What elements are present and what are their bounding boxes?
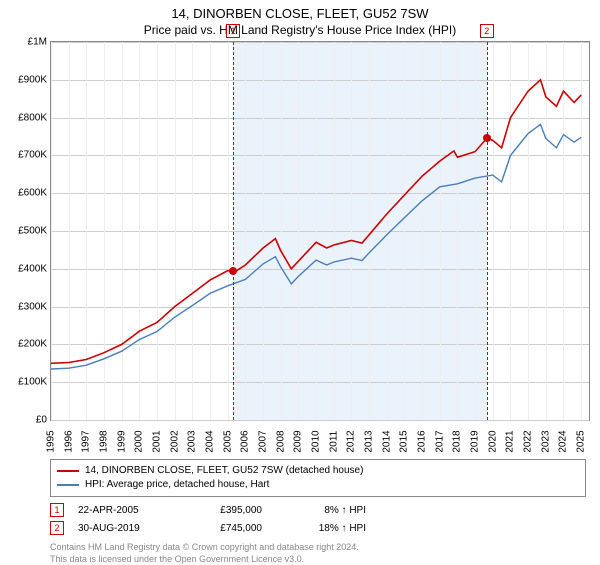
x-axis-label: 2014: [381, 430, 392, 452]
sale-delta: 8% ↑ HPI: [276, 505, 366, 516]
sale-marker: 2: [50, 521, 64, 535]
y-axis-label: £400K: [18, 263, 47, 274]
y-axis-label: £900K: [18, 74, 47, 85]
x-axis-label: 2023: [540, 430, 551, 452]
x-axis-label: 2020: [487, 430, 498, 452]
x-axis-label: 2003: [187, 430, 198, 452]
attribution-line: This data is licensed under the Open Gov…: [50, 553, 586, 565]
attribution: Contains HM Land Registry data © Crown c…: [50, 541, 586, 565]
series-line: [51, 80, 581, 364]
x-axis-label: 2007: [258, 430, 269, 452]
page-title-address: 14, DINORBEN CLOSE, FLEET, GU52 7SW: [0, 0, 600, 21]
x-axis-label: 2024: [558, 430, 569, 452]
y-axis-label: £200K: [18, 339, 47, 350]
chart-legend: 14, DINORBEN CLOSE, FLEET, GU52 7SW (det…: [50, 459, 586, 497]
sale-row: 1 22-APR-2005 £395,000 8% ↑ HPI: [50, 503, 586, 517]
event-marker: 1: [226, 24, 240, 38]
y-axis-label: £300K: [18, 301, 47, 312]
y-axis-label: £100K: [18, 377, 47, 388]
x-axis-label: 2006: [240, 430, 251, 452]
x-axis-label: 2000: [134, 430, 145, 452]
x-axis-label: 1995: [46, 430, 57, 452]
x-axis-label: 2009: [293, 430, 304, 452]
y-axis-label: £500K: [18, 226, 47, 237]
x-axis-label: 1996: [63, 430, 74, 452]
sale-row: 2 30-AUG-2019 £745,000 18% ↑ HPI: [50, 521, 586, 535]
x-axis-label: 2010: [311, 430, 322, 452]
x-axis-label: 2012: [346, 430, 357, 452]
x-axis-label: 2015: [399, 430, 410, 452]
x-axis-label: 2022: [523, 430, 534, 452]
legend-swatch: [57, 484, 79, 486]
y-axis-label: £700K: [18, 150, 47, 161]
x-axis-label: 2005: [222, 430, 233, 452]
event-line: [233, 42, 234, 420]
x-axis-label: 2021: [505, 430, 516, 452]
x-axis-label: 2018: [452, 430, 463, 452]
chart-lines: [51, 42, 590, 420]
x-axis-label: 2001: [152, 430, 163, 452]
y-axis-label: £600K: [18, 188, 47, 199]
series-line: [51, 124, 581, 369]
x-axis-label: 2011: [328, 431, 339, 453]
x-axis-label: 2016: [417, 430, 428, 452]
x-axis-label: 2004: [205, 430, 216, 452]
sale-date: 30-AUG-2019: [78, 523, 178, 534]
event-dot: [483, 134, 491, 142]
legend-item: HPI: Average price, detached house, Hart: [57, 478, 579, 492]
event-marker: 2: [480, 24, 494, 38]
page-title-sub: Price paid vs. HM Land Registry's House …: [0, 21, 600, 41]
y-axis-label: £1M: [28, 37, 47, 48]
sales-list: 1 22-APR-2005 £395,000 8% ↑ HPI 2 30-AUG-2019…: [50, 503, 586, 535]
price-chart: £0£100K£200K£300K£400K£500K£600K£700K£80…: [50, 41, 590, 421]
legend-item: 14, DINORBEN CLOSE, FLEET, GU52 7SW (det…: [57, 464, 579, 478]
legend-label: 14, DINORBEN CLOSE, FLEET, GU52 7SW (det…: [85, 464, 363, 478]
y-axis-label: £800K: [18, 112, 47, 123]
sale-price: £395,000: [192, 505, 262, 516]
y-axis-label: £0: [36, 415, 47, 426]
x-axis-label: 2002: [169, 430, 180, 452]
x-axis-label: 1998: [99, 430, 110, 452]
x-axis-label: 2008: [275, 430, 286, 452]
x-axis-label: 2025: [576, 430, 587, 452]
x-axis-label: 1999: [116, 430, 127, 452]
attribution-line: Contains HM Land Registry data © Crown c…: [50, 541, 586, 553]
sale-marker: 1: [50, 503, 64, 517]
x-axis-label: 2019: [470, 430, 481, 452]
legend-swatch: [57, 470, 79, 472]
sale-date: 22-APR-2005: [78, 505, 178, 516]
sale-price: £745,000: [192, 523, 262, 534]
event-dot: [229, 267, 237, 275]
legend-label: HPI: Average price, detached house, Hart: [85, 478, 269, 492]
event-line: [487, 42, 488, 420]
gridline: [51, 420, 589, 421]
x-axis-label: 1997: [81, 430, 92, 452]
x-axis-label: 2017: [434, 430, 445, 452]
x-axis-label: 2013: [364, 430, 375, 452]
sale-delta: 18% ↑ HPI: [276, 523, 366, 534]
